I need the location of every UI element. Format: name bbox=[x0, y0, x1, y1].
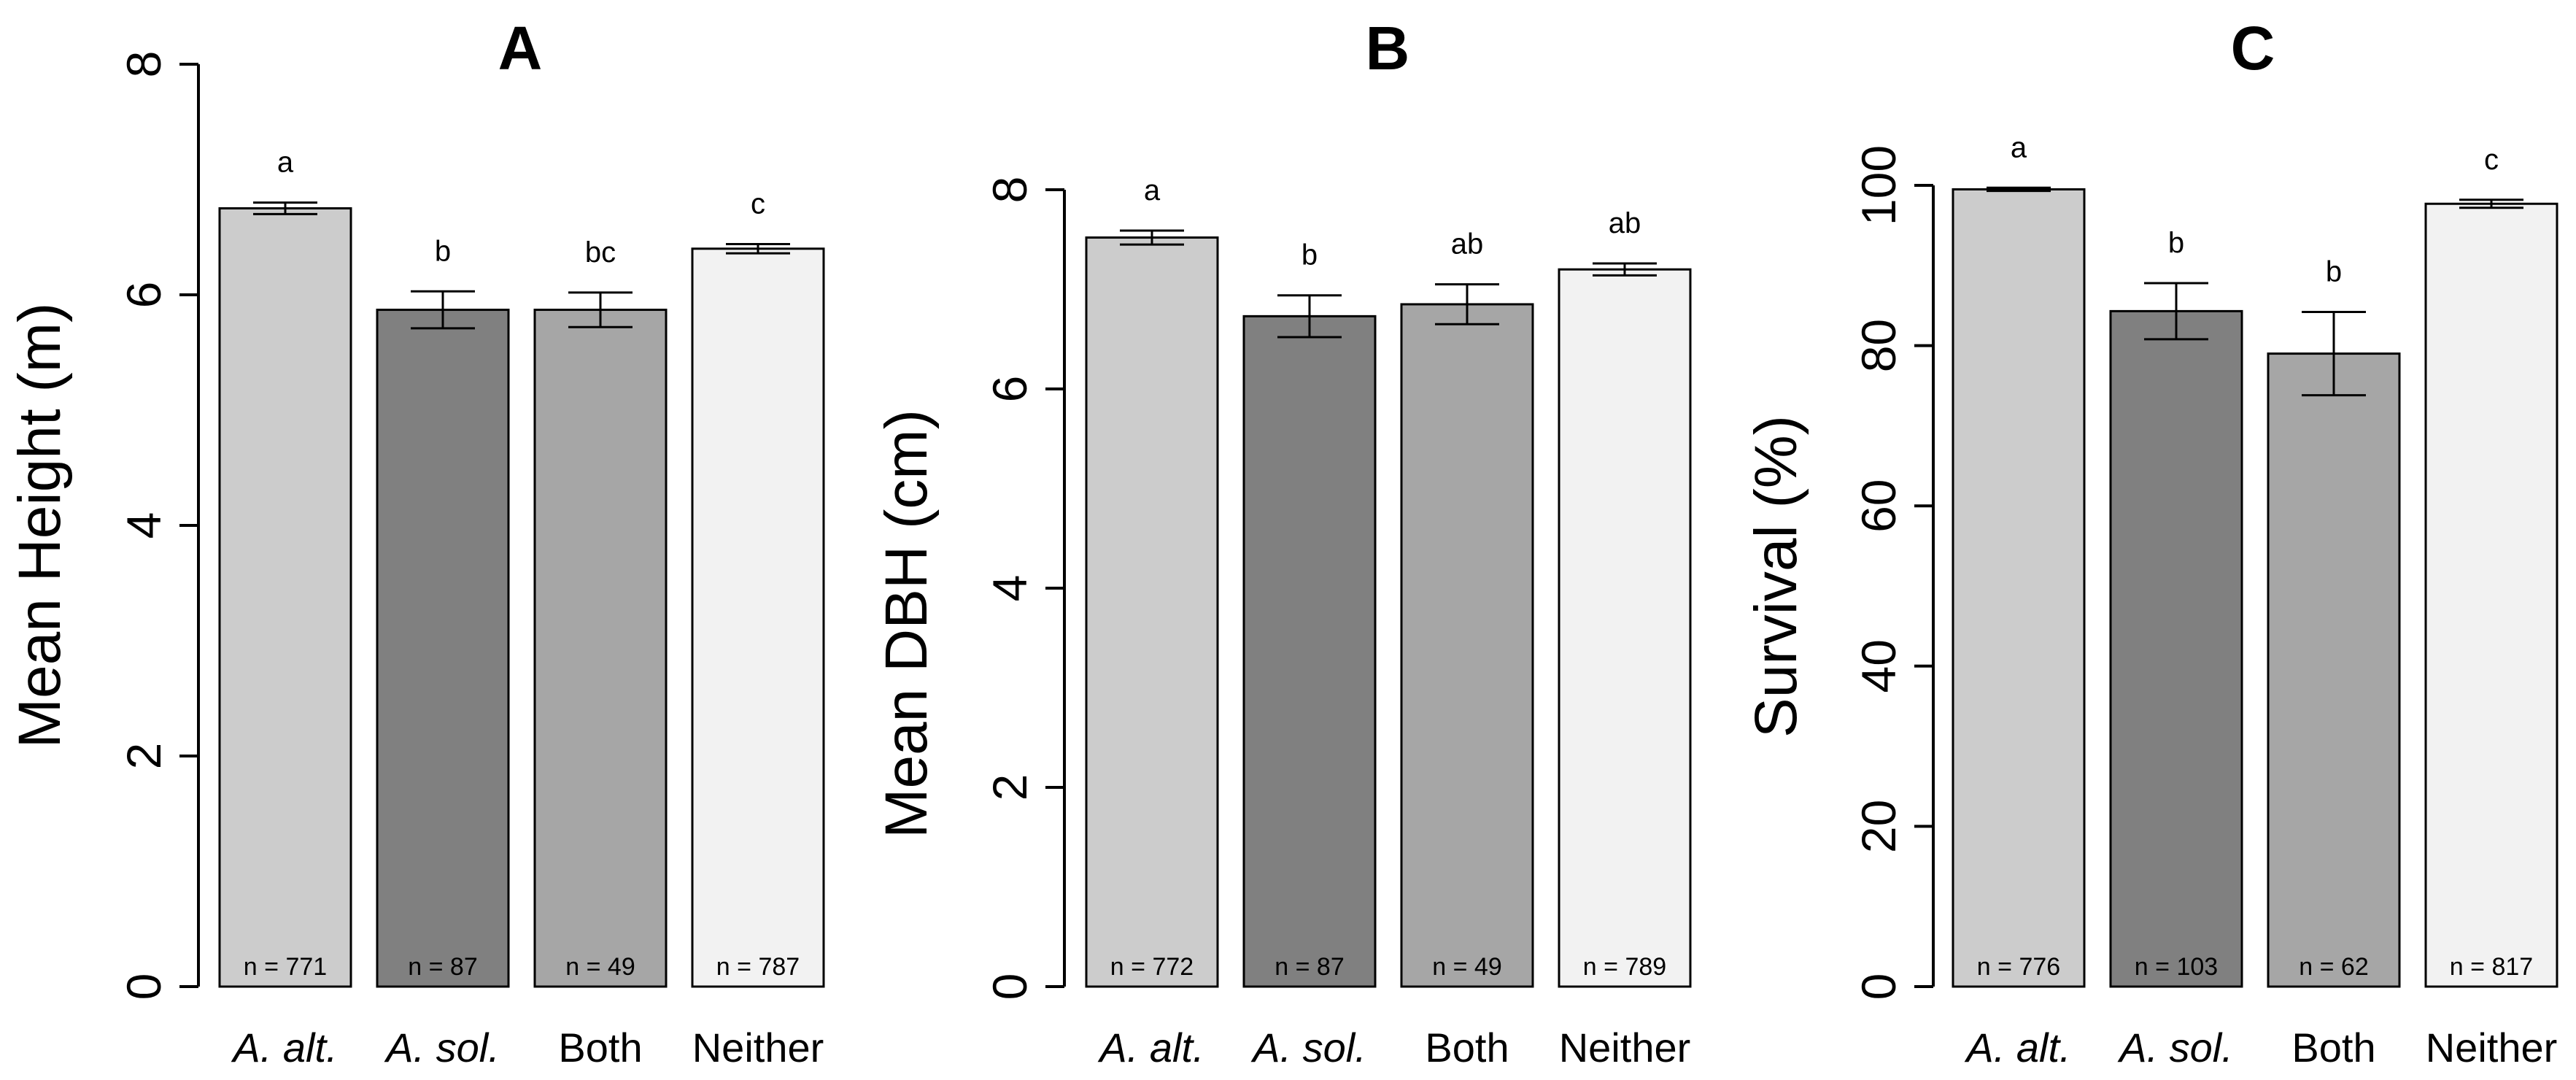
sample-size-label: n = 103 bbox=[2135, 953, 2218, 981]
bar bbox=[2267, 352, 2401, 988]
significance-label: b bbox=[1301, 239, 1318, 271]
significance-label: a bbox=[1144, 174, 1161, 207]
significance-label: ab bbox=[1609, 207, 1641, 239]
y-tick-label: 0 bbox=[983, 973, 1037, 1000]
y-tick-label: 40 bbox=[1852, 639, 1906, 693]
significance-label: b bbox=[435, 235, 451, 267]
category-label: A. alt. bbox=[231, 1025, 337, 1071]
y-tick-label: 2 bbox=[117, 743, 171, 770]
bars: a n = 776 A. alt. b n = 103 A. sol. b n = 62 Bot… bbox=[1952, 131, 2558, 1071]
bar bbox=[2109, 309, 2243, 988]
bar bbox=[376, 309, 510, 988]
y-tick-label: 80 bbox=[1852, 319, 1906, 372]
significance-label: b bbox=[2326, 255, 2342, 288]
category-label: Both bbox=[558, 1025, 642, 1071]
category-label: Both bbox=[1425, 1025, 1509, 1071]
sample-size-label: n = 87 bbox=[1275, 953, 1344, 981]
sample-size-label: n = 49 bbox=[1432, 953, 1501, 981]
sample-size-label: n = 817 bbox=[2450, 953, 2533, 981]
sample-size-label: n = 771 bbox=[244, 953, 327, 981]
y-tick-label: 8 bbox=[983, 177, 1037, 204]
panel-a: A Mean Height (m) 0 2 4 6 8 a n = 771 A. alt. b… bbox=[7, 14, 825, 1071]
bar bbox=[1242, 315, 1377, 988]
significance-label: b bbox=[2168, 227, 2184, 259]
y-axis-label: Survival (%) bbox=[1743, 415, 1809, 738]
category-label: A. alt. bbox=[1964, 1025, 2070, 1071]
sample-size-label: n = 787 bbox=[716, 953, 800, 981]
y-axis: 0 20 40 60 80 100 bbox=[1852, 145, 1935, 1000]
category-label: Both bbox=[2291, 1025, 2375, 1071]
panel-b: B Mean DBH (cm) 0 2 4 6 8 a n = 772 A. alt. b n … bbox=[873, 14, 1692, 1071]
bars: a n = 771 A. alt. b n = 87 A. sol. bc n = 49 Bot… bbox=[218, 147, 825, 1071]
panel-title: A bbox=[498, 14, 543, 82]
y-tick-label: 4 bbox=[117, 512, 171, 539]
sample-size-label: n = 87 bbox=[408, 953, 477, 981]
significance-label: ab bbox=[1451, 228, 1484, 261]
category-label: A. sol. bbox=[384, 1025, 500, 1071]
bar bbox=[1085, 236, 1219, 988]
bar bbox=[218, 207, 352, 988]
y-tick-label: 8 bbox=[117, 51, 171, 78]
category-label: Neither bbox=[1559, 1025, 1691, 1071]
significance-label: c bbox=[751, 188, 765, 220]
bar bbox=[2424, 202, 2558, 988]
y-tick-label: 4 bbox=[983, 575, 1037, 602]
category-label: A. sol. bbox=[1250, 1025, 1366, 1071]
significance-label: a bbox=[2011, 131, 2027, 163]
bars: a n = 772 A. alt. b n = 87 A. sol. ab n = 49 Bot… bbox=[1085, 174, 1692, 1071]
significance-label: bc bbox=[585, 236, 616, 269]
significance-label: c bbox=[2484, 144, 2499, 176]
y-tick-label: 0 bbox=[117, 973, 171, 1000]
category-label: A. sol. bbox=[2117, 1025, 2233, 1071]
panel-c: C Survival (%) 0 20 40 60 80 100 a n = 776 A. a… bbox=[1743, 14, 2558, 1071]
y-axis-label: Mean Height (m) bbox=[7, 303, 73, 749]
bar bbox=[1952, 188, 2086, 988]
panel-title: B bbox=[1366, 14, 1410, 82]
sample-size-label: n = 776 bbox=[1977, 953, 2060, 981]
panel-title: C bbox=[2231, 14, 2275, 82]
y-tick-label: 6 bbox=[983, 376, 1037, 403]
y-tick-label: 2 bbox=[983, 774, 1037, 801]
category-label: A. alt. bbox=[1097, 1025, 1204, 1071]
y-axis: 0 2 4 6 8 bbox=[117, 51, 200, 1000]
y-axis-label: Mean DBH (cm) bbox=[873, 409, 940, 838]
category-label: Neither bbox=[2426, 1025, 2558, 1071]
sample-size-label: n = 49 bbox=[565, 953, 635, 981]
bar bbox=[1558, 268, 1692, 988]
sample-size-label: n = 772 bbox=[1110, 953, 1194, 981]
y-tick-label: 60 bbox=[1852, 479, 1906, 532]
bar bbox=[533, 309, 668, 988]
category-label: Neither bbox=[692, 1025, 824, 1071]
y-tick-label: 6 bbox=[117, 282, 171, 309]
sample-size-label: n = 789 bbox=[1583, 953, 1666, 981]
bar bbox=[1400, 303, 1534, 988]
y-axis: 0 2 4 6 8 bbox=[983, 177, 1066, 1000]
significance-label: a bbox=[277, 147, 294, 179]
y-tick-label: 100 bbox=[1852, 145, 1906, 225]
y-tick-label: 20 bbox=[1852, 800, 1906, 853]
sample-size-label: n = 62 bbox=[2299, 953, 2368, 981]
y-tick-label: 0 bbox=[1852, 973, 1906, 1000]
bar bbox=[691, 247, 825, 988]
